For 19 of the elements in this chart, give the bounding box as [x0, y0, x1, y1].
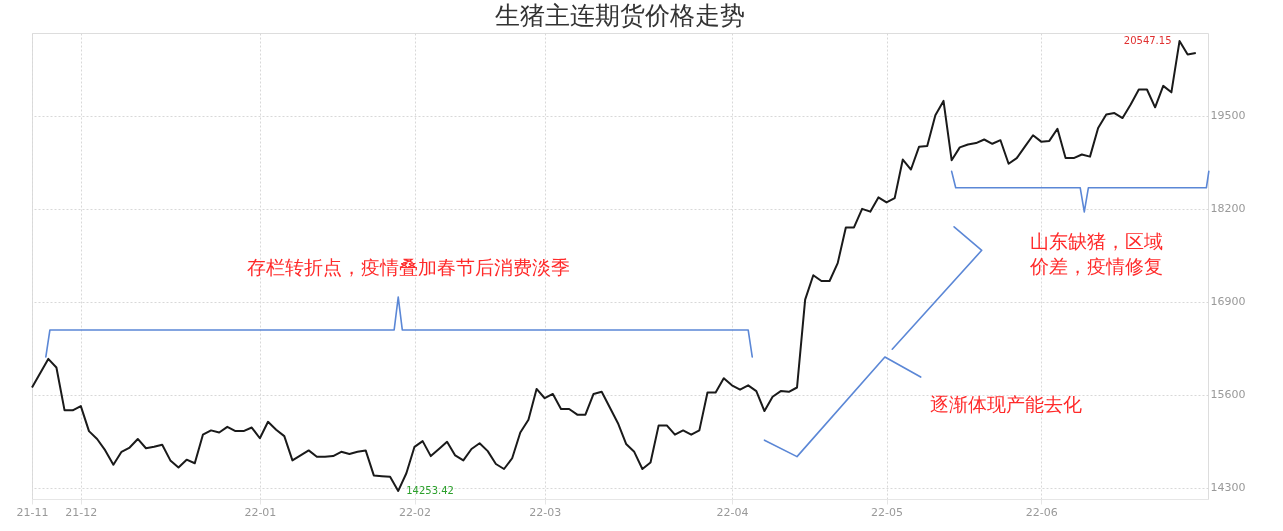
annotation: 20547.15 — [1123, 35, 1172, 47]
y-tick-label: 16900 — [1210, 295, 1246, 309]
x-tick-label: 22-03 — [529, 505, 562, 519]
x-tick-label: 21-11 — [16, 505, 49, 519]
y-tick-label: 14300 — [1210, 481, 1246, 495]
chart-title: 生猪主连期货价格走势 — [495, 1, 745, 30]
x-tick-label: 22-01 — [244, 505, 277, 519]
x-tick-label: 22-05 — [871, 505, 904, 519]
annotation: 山东缺猪，区域价差，疫情修复 — [1028, 230, 1163, 277]
x-tick-label: 22-04 — [716, 505, 749, 519]
x-tick-label: 21-12 — [65, 505, 98, 519]
annotation: 14253.42 — [406, 484, 454, 496]
x-tick-label: 22-02 — [399, 505, 431, 519]
annotation: 存栏转折点，疫情叠加春节后消费淡季 — [246, 256, 570, 278]
x-tick-label: 22-06 — [1025, 505, 1058, 519]
y-tick-label: 18200 — [1210, 202, 1246, 216]
y-tick-label: 15600 — [1210, 388, 1246, 402]
annotation: 逐渐体现产能去化 — [930, 393, 1082, 415]
y-tick-label: 19500 — [1210, 109, 1246, 123]
